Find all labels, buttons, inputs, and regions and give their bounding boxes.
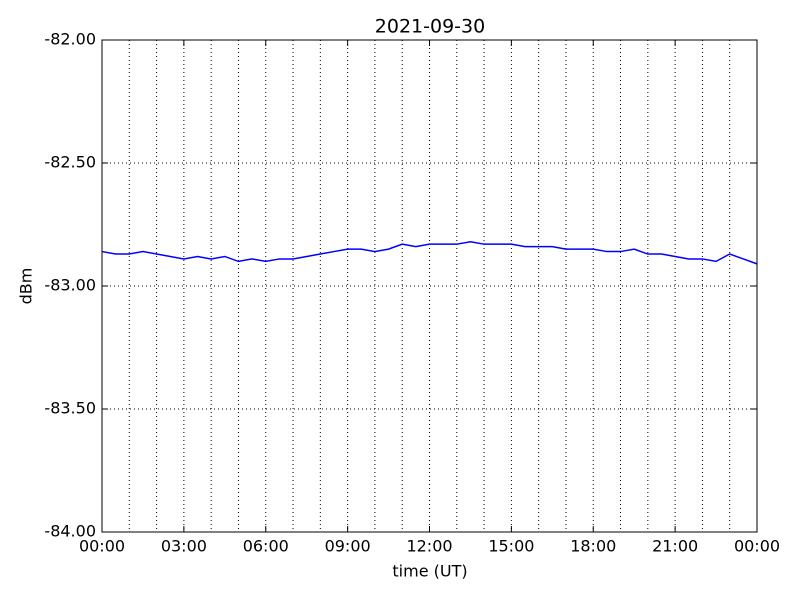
x-tick-label: 15:00 [488, 537, 534, 556]
x-tick-label: 09:00 [325, 537, 371, 556]
series-line [101, 240, 758, 265]
x-tick-label: 06:00 [243, 537, 289, 556]
y-tick-label: -84.00 [44, 522, 96, 541]
x-axis-label: time (UT) [392, 562, 467, 581]
plot-frame [101, 39, 758, 533]
y-tick-label: -82.50 [44, 153, 96, 172]
x-tick-label: 21:00 [652, 537, 698, 556]
x-tick-label: 18:00 [570, 537, 616, 556]
y-tick-label: -82.00 [44, 30, 96, 49]
y-tick-label: -83.50 [44, 399, 96, 418]
x-tick-label: 12:00 [406, 537, 452, 556]
x-tick-label: 00:00 [734, 537, 780, 556]
x-tick-label: 03:00 [161, 537, 207, 556]
x-tick-label: 00:00 [79, 537, 125, 556]
chart-title: 2021-09-30 [375, 16, 485, 38]
y-axis-label: dBm [17, 268, 36, 305]
y-tick-label: -83.00 [44, 276, 96, 295]
